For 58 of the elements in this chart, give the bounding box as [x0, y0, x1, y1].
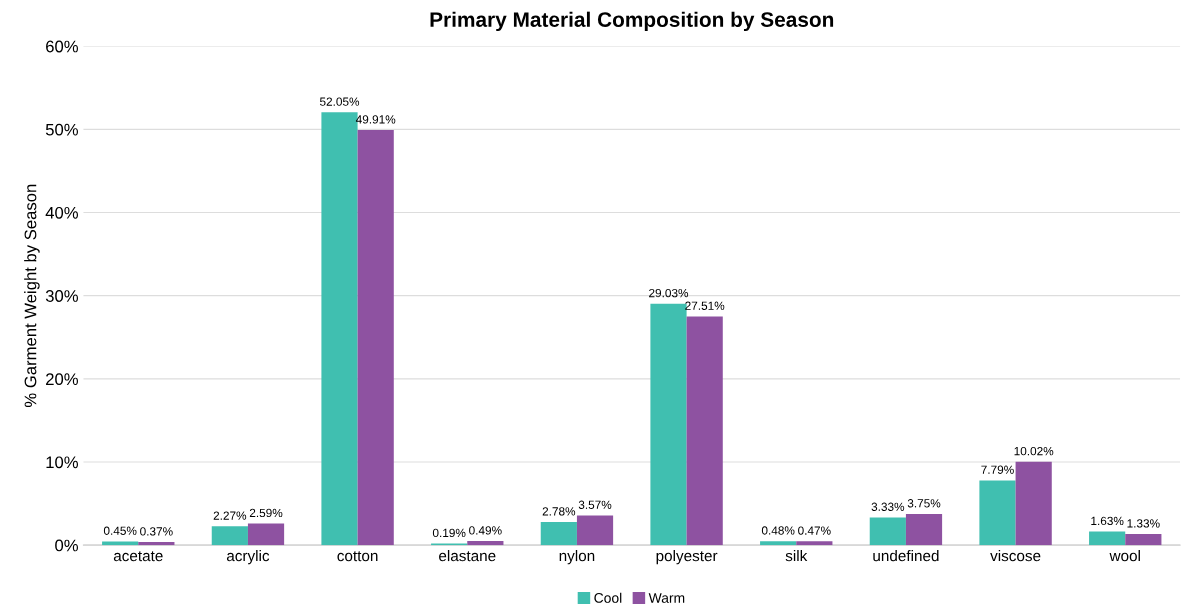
bar [979, 480, 1016, 546]
x-tick-label: nylon [559, 550, 595, 565]
y-tick-label: 30% [45, 290, 78, 302]
data-label: 0.48% [761, 526, 795, 535]
data-label: 3.57% [578, 500, 612, 509]
x-tick-label: wool [1109, 550, 1140, 562]
data-label: 7.79% [981, 465, 1014, 474]
bar [1125, 534, 1162, 546]
y-axis-title: % Garment Weight by Season [24, 184, 40, 408]
y-tick-label: 60% [46, 40, 78, 53]
data-label: 0.19% [432, 528, 466, 538]
x-tick-label: polyester [656, 550, 718, 565]
bar [247, 523, 285, 546]
legend-label: Cool [594, 592, 622, 603]
data-label: 29.03% [649, 288, 689, 298]
y-tick-label: 0% [55, 539, 78, 552]
data-label: 3.75% [907, 499, 941, 508]
x-tick-label: undefined [873, 550, 939, 562]
data-label: 1.63% [1091, 516, 1124, 526]
data-label: 2.59% [249, 508, 283, 518]
bar [211, 526, 248, 546]
y-tick-label: 20% [46, 373, 78, 386]
bar [796, 541, 833, 546]
bar [650, 303, 687, 546]
bar [467, 541, 504, 546]
y-tick-label: 50% [45, 123, 78, 136]
y-tick-label: 10% [46, 456, 78, 469]
bar [540, 522, 577, 546]
data-label: 0.45% [103, 526, 137, 535]
bar [576, 515, 614, 546]
bar [102, 541, 139, 546]
data-label: 0.47% [798, 526, 831, 535]
x-tick-label: cotton [337, 551, 378, 562]
x-tick-label: silk [785, 550, 808, 562]
data-label: 10.02% [1014, 446, 1054, 456]
bar [321, 112, 358, 546]
bar [760, 541, 797, 546]
data-label: 2.27% [213, 511, 247, 520]
data-label: 0.37% [140, 527, 173, 536]
bar [357, 130, 394, 546]
data-label: 3.33% [871, 502, 905, 511]
bar [138, 542, 175, 546]
bar [1015, 461, 1052, 546]
x-tick-label: elastane [439, 550, 496, 562]
data-label: 52.05% [319, 97, 360, 106]
bar [1089, 531, 1126, 546]
y-tick-label: 40% [45, 206, 78, 219]
chart-title: Primary Material Composition by Season [430, 11, 834, 32]
x-tick-label: acetate [113, 551, 163, 562]
bar [686, 316, 723, 546]
data-label: 2.78% [542, 507, 576, 516]
x-tick-label: viscose [990, 550, 1041, 562]
legend-label: Warm [648, 593, 685, 603]
data-label: 1.33% [1127, 519, 1160, 528]
bar [905, 513, 943, 546]
bar [869, 517, 906, 546]
data-label: 0.49% [469, 526, 502, 535]
x-tick-label: acrylic [226, 550, 270, 565]
